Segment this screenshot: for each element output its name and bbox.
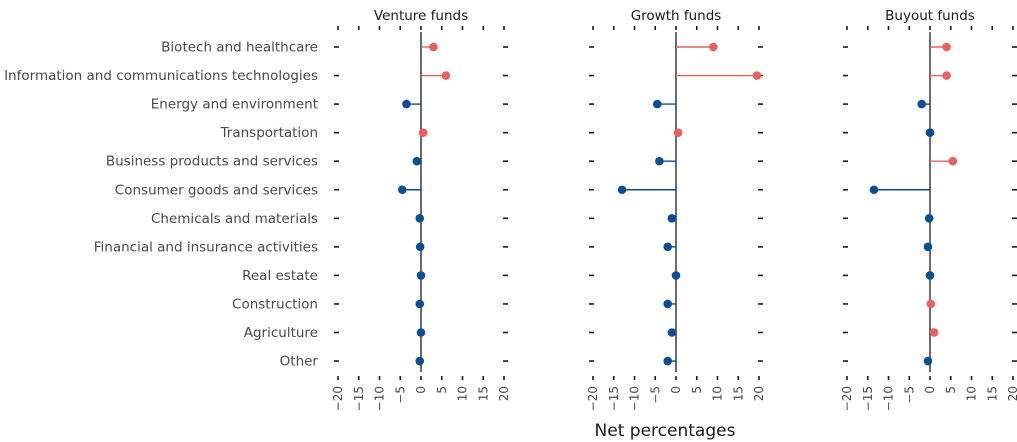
lollipop-point bbox=[415, 214, 425, 223]
x-tick-label: 0 bbox=[923, 386, 937, 394]
lollipop-point bbox=[416, 271, 426, 280]
x-tick-label: −5 bbox=[902, 386, 916, 404]
lollipop-point bbox=[667, 328, 677, 337]
lollipop-point bbox=[415, 299, 425, 309]
lollipop-point bbox=[441, 71, 451, 80]
panel-title: Growth funds bbox=[631, 8, 722, 24]
lollipop-point bbox=[416, 328, 426, 337]
lollipop-point bbox=[429, 42, 438, 52]
category-label: Energy and environment bbox=[151, 97, 318, 113]
lollipop-point bbox=[398, 185, 407, 195]
x-tick-label: 10 bbox=[456, 386, 470, 401]
category-label: Other bbox=[280, 354, 319, 370]
x-tick-label: −20 bbox=[331, 386, 345, 411]
lollipop-point bbox=[655, 156, 664, 166]
category-label: Transportation bbox=[220, 125, 318, 141]
lollipop-point bbox=[923, 356, 933, 366]
lollipop-point bbox=[926, 299, 936, 309]
x-tick-label: 5 bbox=[944, 386, 958, 394]
x-tick-label: 20 bbox=[497, 386, 511, 401]
lollipop-point bbox=[415, 356, 425, 366]
panel-title: Buyout funds bbox=[885, 8, 975, 24]
x-tick-label: −20 bbox=[840, 386, 854, 411]
x-tick-label: 10 bbox=[965, 386, 979, 401]
lollipop-point bbox=[663, 356, 672, 366]
x-tick-label: 0 bbox=[414, 386, 428, 394]
lollipop-point bbox=[415, 242, 425, 252]
lollipop-point bbox=[752, 71, 762, 80]
lollipop-point bbox=[948, 156, 958, 166]
x-tick-label: −15 bbox=[861, 386, 875, 411]
lollipop-point bbox=[673, 128, 683, 137]
x-tick-label: −10 bbox=[882, 386, 896, 411]
category-label: Information and communications technolog… bbox=[4, 68, 318, 84]
category-labels: Biotech and healthcare Information and co… bbox=[4, 40, 318, 370]
lollipop-point bbox=[869, 185, 879, 195]
x-tick-label: 20 bbox=[752, 386, 766, 401]
category-label: Consumer goods and services bbox=[115, 182, 318, 198]
category-label: Business products and services bbox=[106, 154, 318, 170]
x-tick-label: −10 bbox=[373, 386, 387, 411]
category-label: Chemicals and materials bbox=[151, 211, 318, 227]
x-tick-label: 5 bbox=[435, 386, 449, 394]
lollipop-point bbox=[925, 271, 935, 280]
category-label: Agriculture bbox=[244, 325, 318, 341]
lollipop-point bbox=[917, 99, 926, 109]
x-axis-title: Net percentages bbox=[595, 421, 736, 441]
category-label: Real estate bbox=[242, 268, 318, 284]
x-tick-label: 10 bbox=[711, 386, 725, 401]
lollipop-point bbox=[653, 99, 662, 109]
lollipop-point bbox=[617, 185, 627, 195]
lollipop-point bbox=[412, 156, 422, 166]
x-tick-label: −5 bbox=[393, 386, 407, 404]
lollipop-point bbox=[663, 299, 672, 309]
lollipop-point bbox=[942, 42, 951, 52]
lollipop-point bbox=[942, 71, 951, 80]
x-tick-label: −20 bbox=[586, 386, 600, 411]
x-tick-label: 15 bbox=[731, 386, 745, 401]
x-tick-label: −15 bbox=[607, 386, 621, 411]
lollipop-point bbox=[667, 214, 677, 223]
lollipop-point bbox=[923, 242, 933, 252]
x-tick-label: 0 bbox=[669, 386, 683, 394]
lollipop-point bbox=[663, 242, 672, 252]
panel-title: Venture funds bbox=[374, 8, 468, 24]
x-tick-label: 5 bbox=[690, 386, 704, 394]
lollipop-point bbox=[925, 128, 935, 137]
x-tick-label: 15 bbox=[985, 386, 999, 401]
panel-buyout-funds: Buyout funds −20 −15 −10 −5 0 5 10 15 20 bbox=[840, 8, 1017, 411]
x-tick-label: −5 bbox=[648, 386, 662, 404]
category-label: Financial and insurance activities bbox=[94, 239, 318, 255]
panel-growth-funds: Growth funds −20 −15 −10 −5 0 5 10 15 20 bbox=[586, 8, 766, 411]
lollipop-point bbox=[924, 214, 934, 223]
x-tick-label: 20 bbox=[1006, 386, 1017, 401]
panel-venture-funds: Venture funds −20 −15 −10 −5 0 5 10 15 20 bbox=[331, 8, 511, 411]
lollipop-point bbox=[418, 128, 428, 137]
lollipop-point bbox=[402, 99, 411, 109]
x-tick-label: −15 bbox=[352, 386, 366, 411]
lollipop-point bbox=[671, 271, 681, 280]
lollipop-point bbox=[709, 42, 718, 52]
category-label: Biotech and healthcare bbox=[161, 40, 318, 56]
category-label: Construction bbox=[232, 296, 318, 312]
x-tick-label: 15 bbox=[476, 386, 490, 401]
x-tick-label: −10 bbox=[628, 386, 642, 411]
lollipop-point bbox=[929, 328, 939, 337]
